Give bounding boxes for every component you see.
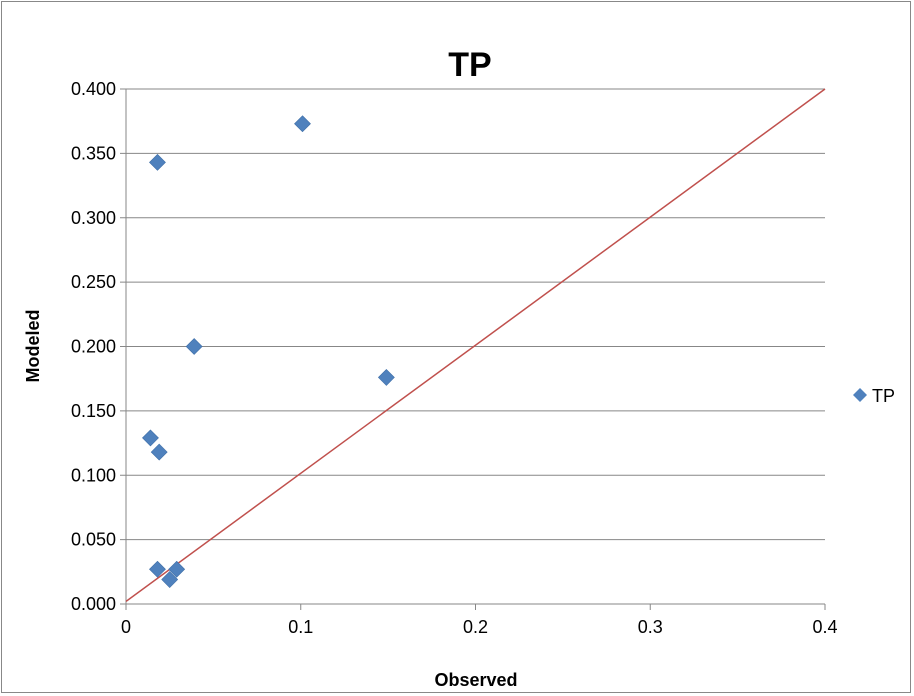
x-tick-label: 0.4 bbox=[812, 617, 837, 637]
legend: TP bbox=[853, 386, 895, 406]
data-point bbox=[294, 115, 311, 133]
x-tick-label: 0.1 bbox=[288, 617, 313, 637]
x-tick-label: 0 bbox=[121, 617, 131, 637]
data-point bbox=[149, 153, 166, 171]
data-point bbox=[149, 560, 166, 578]
data-point bbox=[142, 429, 159, 447]
y-tick-labels: 0.000 0.050 0.100 0.150 0.200 0.250 0.300 0.350… bbox=[71, 79, 116, 614]
data-point bbox=[168, 560, 186, 578]
gridlines bbox=[120, 88, 826, 610]
y-axis-title: Modeled bbox=[23, 309, 43, 382]
y-tick-label: 0.050 bbox=[71, 530, 116, 550]
axes bbox=[125, 89, 825, 605]
y-tick-label: 0.250 bbox=[71, 272, 116, 292]
x-axis-title: Observed bbox=[434, 670, 517, 690]
legend-label-tp: TP bbox=[872, 386, 895, 406]
y-tick-label: 0.300 bbox=[71, 208, 116, 228]
reference-line bbox=[125, 88, 826, 603]
data-point bbox=[185, 338, 203, 355]
y-tick-label: 0.400 bbox=[71, 79, 116, 99]
y-tick-label: 0.100 bbox=[71, 465, 116, 485]
x-tick-label: 0.2 bbox=[463, 617, 488, 637]
legend-marker-tp bbox=[853, 388, 867, 402]
chart-title: TP bbox=[448, 46, 491, 84]
y-tick-label: 0.150 bbox=[71, 401, 116, 421]
reference-line-group bbox=[125, 88, 826, 603]
data-point bbox=[161, 571, 179, 588]
x-tick-label: 0.3 bbox=[638, 617, 663, 637]
y-tick-label: 0.200 bbox=[71, 337, 116, 357]
data-point bbox=[150, 443, 168, 461]
x-tick-labels: 0 0.1 0.2 0.3 0.4 bbox=[121, 617, 838, 637]
data-points bbox=[142, 115, 395, 588]
y-tick-label: 0.350 bbox=[71, 143, 116, 163]
data-point bbox=[377, 368, 395, 386]
y-tick-label: 0.000 bbox=[71, 594, 116, 614]
